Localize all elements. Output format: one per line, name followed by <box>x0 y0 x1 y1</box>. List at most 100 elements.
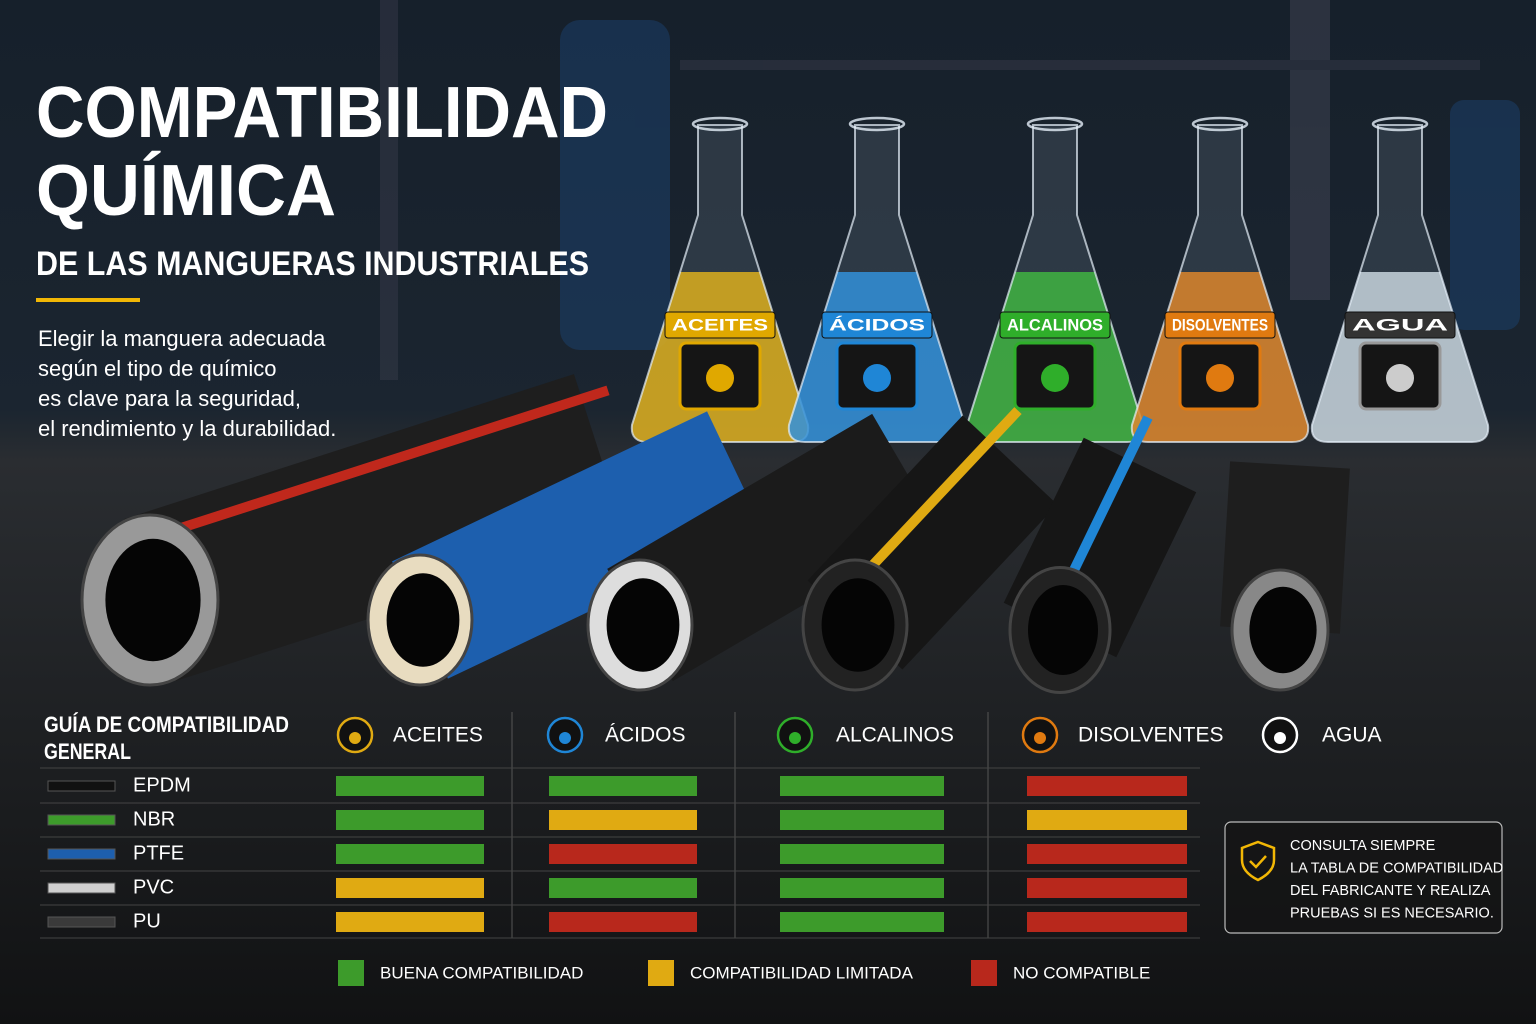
note-line: PRUEBAS SI ES NECESARIO. <box>1290 905 1494 921</box>
hose-bore <box>821 578 895 672</box>
rating-cell <box>336 912 484 932</box>
hose-bore <box>1028 585 1098 675</box>
flask-icon <box>1041 364 1069 392</box>
legend-label: COMPATIBILIDAD LIMITADA <box>690 963 914 982</box>
flask-label-box <box>999 311 1111 339</box>
hoses <box>80 374 1350 694</box>
rating-cell <box>1027 810 1187 830</box>
rating-cell <box>1027 776 1187 796</box>
title: COMPATIBILIDAD <box>36 73 608 153</box>
flask-glass <box>1130 124 1310 443</box>
note-line: LA TABLA DE COMPATIBILIDAD <box>1290 860 1503 876</box>
row-name: PTFE <box>133 842 184 864</box>
table-title: GUÍA DE COMPATIBILIDAD <box>44 712 289 737</box>
rating-cell <box>549 810 697 830</box>
rating-cell <box>1027 878 1187 898</box>
row-swatch <box>47 882 116 894</box>
flask-rim <box>1026 116 1084 132</box>
note-line: DEL FABRICANTE Y REALIZA <box>1290 883 1491 899</box>
rating-cell <box>549 776 697 796</box>
hose-stripe <box>859 407 1022 580</box>
column-icon-mark <box>1034 732 1046 744</box>
rating-cell <box>780 844 944 864</box>
rating-cell <box>780 810 944 830</box>
hose-bore <box>105 538 201 662</box>
flask-rim <box>848 116 906 132</box>
rating-cell <box>549 878 697 898</box>
title: QUÍMICA <box>36 151 336 231</box>
hose-stripe <box>1063 415 1153 585</box>
row-swatch <box>47 848 116 860</box>
column-icon-mark <box>1274 732 1286 744</box>
row-swatch <box>47 916 116 928</box>
rating-cell <box>780 878 944 898</box>
row-swatch <box>47 814 116 826</box>
hose <box>392 411 763 679</box>
flask-rim <box>1191 116 1249 132</box>
plant-background <box>380 0 1520 380</box>
rating-cell <box>336 844 484 864</box>
subtitle: DE LAS MANGUERAS INDUSTRIALES <box>36 245 589 283</box>
flask-label-box <box>1164 311 1276 339</box>
rating-cell <box>780 776 944 796</box>
hose-bore <box>386 573 460 667</box>
intro-line: Elegir la manguera adecuada <box>38 326 326 351</box>
column-header: AGUA <box>1322 724 1382 747</box>
legend: BUENA COMPATIBILIDAD COMPATIBILIDAD LIMIT… <box>338 960 1150 986</box>
legend-label: BUENA COMPATIBILIDAD <box>380 963 583 982</box>
column-header: ALCALINOS <box>836 724 954 747</box>
row-name: PU <box>133 910 161 932</box>
rating-cell <box>549 844 697 864</box>
intro-line: el rendimiento y la durabilidad. <box>38 416 336 441</box>
flask-label: ÁCIDOS <box>829 315 925 334</box>
column-icon-mark <box>349 732 361 744</box>
row-swatch <box>47 780 116 792</box>
legend-swatch <box>648 960 674 986</box>
hose-stripe <box>156 385 610 541</box>
column-header: ÁCIDOS <box>605 724 686 747</box>
row-name: PVC <box>133 876 174 898</box>
intro-line: según el tipo de químico <box>38 356 277 381</box>
accent-line <box>36 298 140 302</box>
note-line: CONSULTA SIEMPRE <box>1290 838 1436 854</box>
flask-label: AGUA <box>1352 315 1448 334</box>
table-title: GENERAL <box>44 739 131 764</box>
flask-rim <box>1371 116 1429 132</box>
row-name: EPDM <box>133 774 191 796</box>
rating-cell <box>336 878 484 898</box>
row-name: NBR <box>133 808 175 830</box>
rating-cell <box>549 912 697 932</box>
flask-label-box <box>1344 311 1456 339</box>
legend-swatch <box>971 960 997 986</box>
hose-bore <box>606 578 680 672</box>
flask-icon <box>706 364 734 392</box>
rating-cell <box>1027 844 1187 864</box>
rating-cell <box>336 776 484 796</box>
legend-swatch <box>338 960 364 986</box>
flask-icon <box>863 364 891 392</box>
hose-bore <box>1249 586 1317 674</box>
column-header: ACEITES <box>393 724 483 747</box>
hose <box>123 374 627 681</box>
flask-label-box <box>821 311 933 339</box>
flask-label: ACEITES <box>672 315 768 334</box>
flask-label: ALCALINOS <box>1007 315 1103 334</box>
column-icon-mark <box>789 732 801 744</box>
intro-line: es clave para la seguridad, <box>38 386 301 411</box>
legend-label: NO COMPATIBLE <box>1013 963 1150 982</box>
flask-glass <box>1310 124 1490 443</box>
rating-cell <box>336 810 484 830</box>
intro: Elegir la manguera adecuada según el tipo… <box>38 326 336 441</box>
flask-label: DISOLVENTES <box>1172 315 1268 334</box>
rating-cell <box>780 912 944 932</box>
column-header: DISOLVENTES <box>1078 724 1223 747</box>
flask-icon <box>1206 364 1234 392</box>
flask-rim <box>691 116 749 132</box>
column-icon-mark <box>559 732 571 744</box>
flasks: ACEITES ÁCIDOS ALCALINOS DISOLVENTES AGUA <box>630 116 1490 443</box>
rating-cell <box>1027 912 1187 932</box>
note-box: CONSULTA SIEMPRE LA TABLA DE COMPATIBILID… <box>1224 821 1503 934</box>
flask-icon <box>1386 364 1414 392</box>
